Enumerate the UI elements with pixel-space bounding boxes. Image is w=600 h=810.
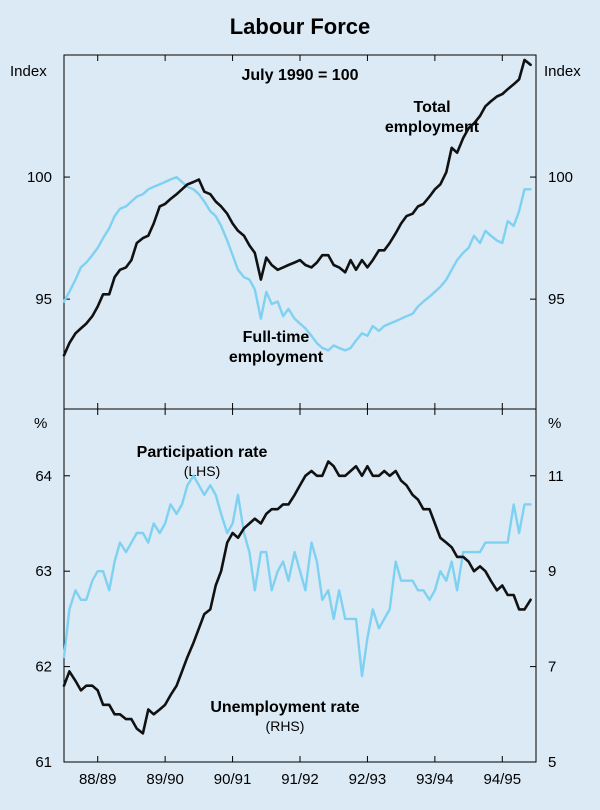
participation-rate-line xyxy=(62,474,532,678)
unemployment-rate-label: Unemployment rate xyxy=(210,699,359,716)
total-employment-label-line2: employment xyxy=(385,119,480,136)
y-tick-label-left: 62 xyxy=(35,659,52,676)
x-tick-label: 90/91 xyxy=(214,771,252,788)
unemployment-rate-line xyxy=(62,460,532,735)
y-tick-label-left: 64 xyxy=(35,468,52,485)
y-tick-label-right: 11 xyxy=(548,468,564,485)
full-time-employment-label-line1: Full-time xyxy=(243,329,310,346)
total-employment-line xyxy=(62,58,532,357)
full-time-employment-line xyxy=(62,175,532,352)
y-tick-label-right: 5 xyxy=(548,754,556,771)
unemployment-rate-sub-label: (RHS) xyxy=(266,718,305,734)
y-tick-label-right: 95 xyxy=(548,291,565,308)
x-tick-label: 88/89 xyxy=(79,771,117,788)
x-tick-label: 94/95 xyxy=(484,771,522,788)
x-tick-label: 91/92 xyxy=(281,771,319,788)
bottom-left-unit-label: % xyxy=(34,415,47,432)
participation-rate-sub-label: (LHS) xyxy=(184,463,221,479)
index-base-label: July 1990 = 100 xyxy=(242,67,359,84)
y-tick-label-right: 7 xyxy=(548,659,556,676)
top-left-unit-label: Index xyxy=(10,63,47,80)
full-time-employment-label-line2: employment xyxy=(229,349,324,366)
y-tick-label-left: 100 xyxy=(27,169,52,186)
chart-title: Labour Force xyxy=(229,14,371,39)
x-tick-label: 93/94 xyxy=(416,771,454,788)
y-tick-label-right: 9 xyxy=(548,563,556,580)
bottom-right-unit-label: % xyxy=(548,415,561,432)
y-tick-label-left: 95 xyxy=(35,291,52,308)
top-right-unit-label: Index xyxy=(544,63,581,80)
participation-rate-label: Participation rate xyxy=(137,444,268,461)
y-tick-label-right: 100 xyxy=(548,169,573,186)
x-tick-label: 92/93 xyxy=(349,771,387,788)
x-tick-label: 89/90 xyxy=(146,771,184,788)
y-tick-label-left: 61 xyxy=(35,754,52,771)
total-employment-label-line1: Total xyxy=(413,99,450,116)
y-tick-label-left: 63 xyxy=(35,563,52,580)
